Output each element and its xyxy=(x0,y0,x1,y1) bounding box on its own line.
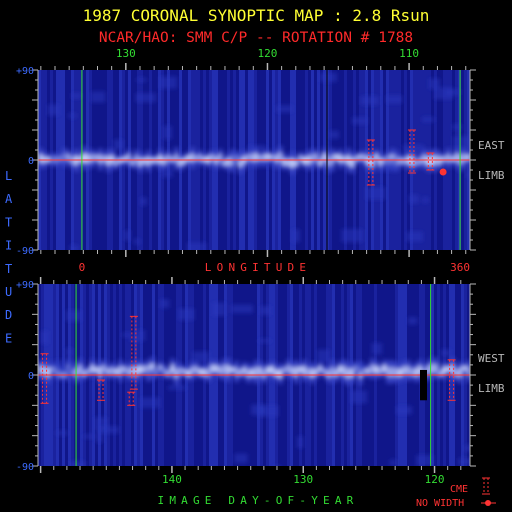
top-lat-tick-label: -90 xyxy=(16,246,34,257)
east-map-cme-markers xyxy=(366,129,447,186)
latitude-label-letter: T xyxy=(5,262,12,276)
latitude-label-letter: L xyxy=(5,169,12,183)
west-limb-panel: +90 0 -90 140 130 120 WEST LIMB IMAGE DAY-OF-… xyxy=(16,277,505,507)
longitude-tick-label: 360 xyxy=(450,261,470,274)
west-map-texture xyxy=(38,284,470,466)
latitude-label-letter: A xyxy=(5,192,13,206)
east-limb-panel: +90 0 -90 130 120 110 0 360 EAST LIMB LONGITUDE xyxy=(16,47,505,274)
bot-cme-marker xyxy=(97,379,106,401)
bot-cme-marker xyxy=(127,391,136,406)
legend-no-width-symbol xyxy=(481,500,496,506)
top-lat-tick-label: +90 xyxy=(16,66,34,77)
figure-title: 1987 CORONAL SYNOPTIC MAP : 2.8 Rsun xyxy=(83,6,430,25)
legend-cme-label: CME xyxy=(450,484,468,495)
longitude-axis-label: LONGITUDE xyxy=(205,261,311,274)
legend-cme-symbol xyxy=(482,477,490,495)
figure-subtitle: NCAR/HAO: SMM C/P -- ROTATION # 1788 xyxy=(99,30,413,46)
east-limb-label: EAST xyxy=(478,139,505,152)
bot-cme-marker xyxy=(447,359,456,401)
bot-lat-tick-label: +90 xyxy=(16,280,34,291)
legend: CME NO WIDTH xyxy=(416,477,496,509)
top-cme-marker xyxy=(426,152,435,171)
east-map-texture xyxy=(38,70,470,250)
bot-cme-marker xyxy=(129,315,138,390)
top-no-width-marker xyxy=(439,168,447,176)
bot-lat-tick-label: -90 xyxy=(16,462,34,473)
latitude-label-letter: E xyxy=(5,331,12,345)
latitude-label-letter: T xyxy=(5,215,12,229)
west-map-axes: +90 0 -90 140 130 120 xyxy=(16,277,476,486)
latitude-label-letter: D xyxy=(5,308,12,322)
east-map-overlay xyxy=(38,70,470,250)
legend-no-width-label: NO WIDTH xyxy=(416,498,464,509)
top-cme-marker xyxy=(366,139,375,186)
day-of-year-axis-label: IMAGE DAY-OF-YEAR xyxy=(158,494,359,507)
top-lat-tick-label: 0 xyxy=(28,156,34,167)
day-of-year-tick-label: 130 xyxy=(293,473,313,486)
bot-equatorial-band xyxy=(38,299,470,466)
day-of-year-tick-label: 120 xyxy=(425,473,445,486)
top-day-tick-label: 130 xyxy=(116,47,136,60)
west-limb-label: WEST xyxy=(478,352,505,365)
west-map-overlay xyxy=(38,284,470,466)
bot-lat-tick-label: 0 xyxy=(28,371,34,382)
east-map-axes: +90 0 -90 130 120 110 0 360 xyxy=(16,47,476,274)
day-of-year-tick-label: 140 xyxy=(162,473,182,486)
latitude-label-letter: U xyxy=(5,285,12,299)
top-day-tick-label: 110 xyxy=(399,47,419,60)
east-limb-label-2: LIMB xyxy=(478,169,505,182)
latitude-label-letter: I xyxy=(5,239,12,253)
bot-data-gap xyxy=(420,369,427,401)
bot-cme-marker xyxy=(40,353,49,404)
west-map-cme-markers xyxy=(40,315,456,406)
longitude-tick-label: 0 xyxy=(79,261,86,274)
top-cme-marker xyxy=(407,129,416,174)
top-day-tick-label: 120 xyxy=(258,47,278,60)
west-limb-label-2: LIMB xyxy=(478,382,505,395)
